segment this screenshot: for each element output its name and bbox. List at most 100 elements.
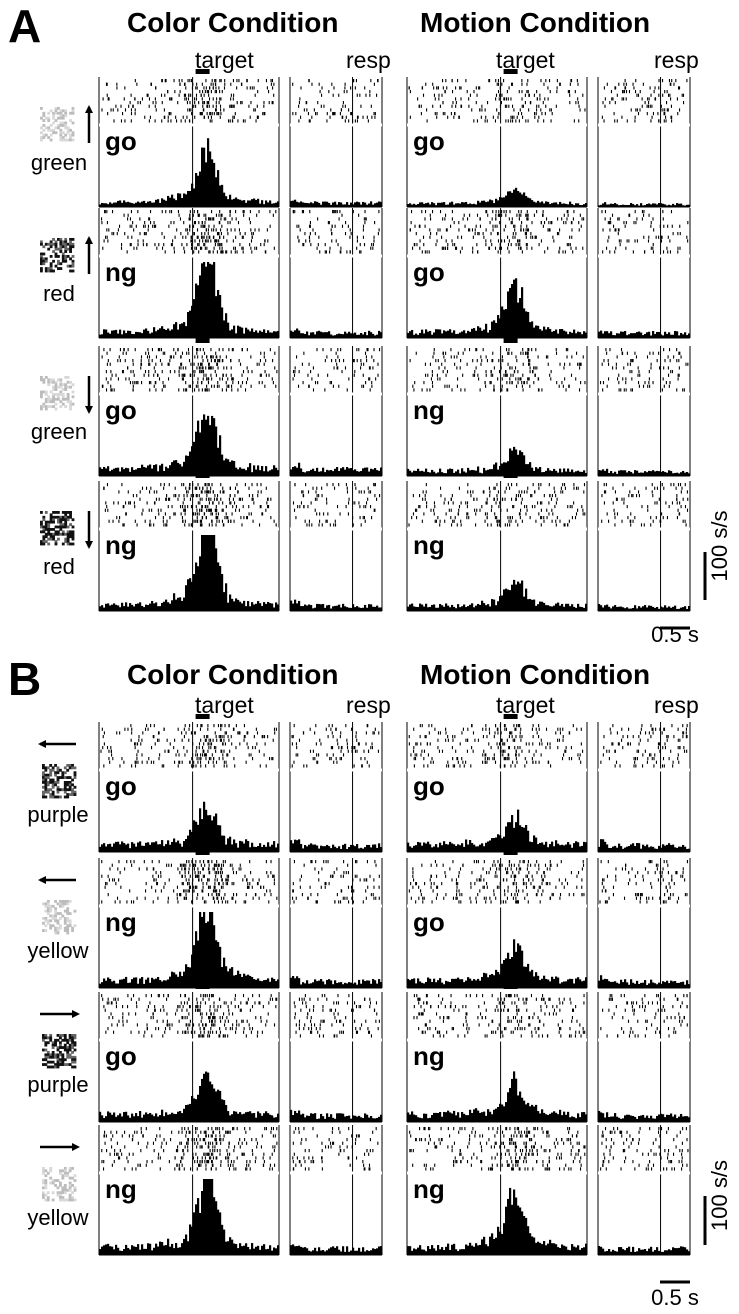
motion-direction-arrow [40, 1010, 80, 1018]
condition-title: Color Condition [127, 7, 339, 38]
spike-raster [101, 860, 278, 904]
target-period-bar [195, 338, 210, 343]
psth-cell [289, 208, 383, 339]
stimulus-color-label: yellow [27, 1205, 88, 1230]
psth-histogram [598, 975, 691, 988]
target-period-bar [195, 850, 210, 855]
psth-cell [597, 1125, 691, 1256]
stimulus-color-label: yellow [27, 938, 88, 963]
psth-cell: go [98, 992, 280, 1123]
motion-direction-arrow [38, 740, 76, 748]
motion-direction-arrow [85, 376, 93, 414]
motion-direction-arrow [40, 1143, 80, 1151]
psth-histogram [290, 199, 383, 207]
go-nogo-label: go [413, 771, 445, 801]
spike-raster [292, 348, 381, 392]
spike-raster [292, 1127, 379, 1171]
spike-raster [600, 724, 688, 768]
spike-raster [601, 210, 689, 254]
psth-cell [597, 77, 691, 208]
condition-title: Motion Condition [420, 659, 650, 690]
psth-cell [289, 481, 383, 612]
epoch-label-resp: resp [654, 47, 699, 73]
spike-raster [408, 724, 584, 768]
psth-histogram [407, 1071, 588, 1122]
psth-histogram [99, 1071, 280, 1122]
go-nogo-label: go [413, 257, 445, 287]
psth-histogram [99, 138, 280, 207]
go-nogo-label: ng [105, 257, 137, 287]
psth-histogram [407, 1187, 588, 1255]
stimulus-color-label: purple [27, 802, 88, 827]
psth-cell [289, 992, 383, 1123]
psth-histogram [99, 1179, 280, 1255]
spike-raster [101, 348, 278, 392]
go-nogo-label: go [105, 126, 137, 156]
psth-histogram [290, 599, 383, 611]
target-period-bar [503, 984, 518, 989]
stimulus-dot-patch [42, 764, 77, 799]
epoch-label-target: target [496, 692, 555, 718]
psth-cell: ng [406, 1125, 588, 1256]
go-nogo-label: ng [105, 907, 137, 937]
rate-scale-label: 100 s/s [707, 1160, 732, 1231]
psth-histogram [407, 939, 588, 988]
psth-cell [597, 992, 691, 1123]
spike-raster [408, 483, 586, 527]
stimulus-row: yellow ng go [27, 850, 691, 989]
go-nogo-label: ng [105, 530, 137, 560]
psth-cell [289, 1125, 383, 1256]
epoch-label-resp: resp [654, 692, 699, 718]
psth-histogram [99, 262, 280, 338]
psth-histogram [99, 535, 280, 611]
spike-raster [599, 860, 688, 904]
target-period-bar [503, 850, 518, 855]
target-period-bar [503, 338, 518, 343]
spike-raster [101, 994, 278, 1038]
spike-raster [409, 1127, 586, 1171]
spike-raster [408, 79, 586, 123]
spike-raster [601, 483, 689, 527]
psth-cell: go [406, 208, 588, 339]
psth-cell [597, 858, 691, 989]
target-period-bar [195, 984, 210, 989]
psth-cell [289, 858, 383, 989]
psth-cell: ng [98, 208, 280, 339]
panel-letter: B [8, 653, 41, 705]
psth-cell: ng [406, 481, 588, 612]
spike-raster [101, 210, 277, 254]
psth-histogram [290, 328, 383, 338]
spike-raster [600, 994, 688, 1038]
target-period-bar [195, 200, 210, 205]
target-period-bar [195, 69, 210, 74]
spike-raster [293, 994, 380, 1038]
panel-a: A Color Condition Motion Condition target re… [8, 0, 732, 647]
psth-cell [597, 481, 691, 612]
spike-raster [600, 1127, 689, 1171]
go-nogo-label: ng [413, 1174, 445, 1204]
psth-histogram [290, 462, 383, 476]
psth-histogram [290, 839, 383, 852]
stimulus-dot-patch [40, 238, 75, 273]
psth-cell [289, 346, 383, 477]
go-nogo-label: ng [413, 530, 445, 560]
target-period-bar [503, 200, 518, 205]
go-nogo-label: go [413, 126, 445, 156]
psth-cell: go [406, 858, 588, 989]
panel-letter: A [8, 0, 41, 52]
psth-cell: go [406, 77, 588, 208]
psth-histogram [598, 1110, 691, 1122]
psth-histogram [598, 1245, 691, 1255]
epoch-label-target: target [195, 692, 254, 718]
spike-raster [292, 210, 380, 254]
spike-raster [292, 79, 379, 123]
go-nogo-label: go [413, 907, 445, 937]
psth-histogram [99, 801, 280, 852]
psth-cell: ng [98, 481, 280, 612]
psth-cell [289, 722, 383, 853]
go-nogo-label: ng [413, 395, 445, 425]
psth-cell: go [98, 346, 280, 477]
motion-direction-arrow [85, 105, 93, 143]
stimulus-dot-patch [42, 1034, 77, 1069]
